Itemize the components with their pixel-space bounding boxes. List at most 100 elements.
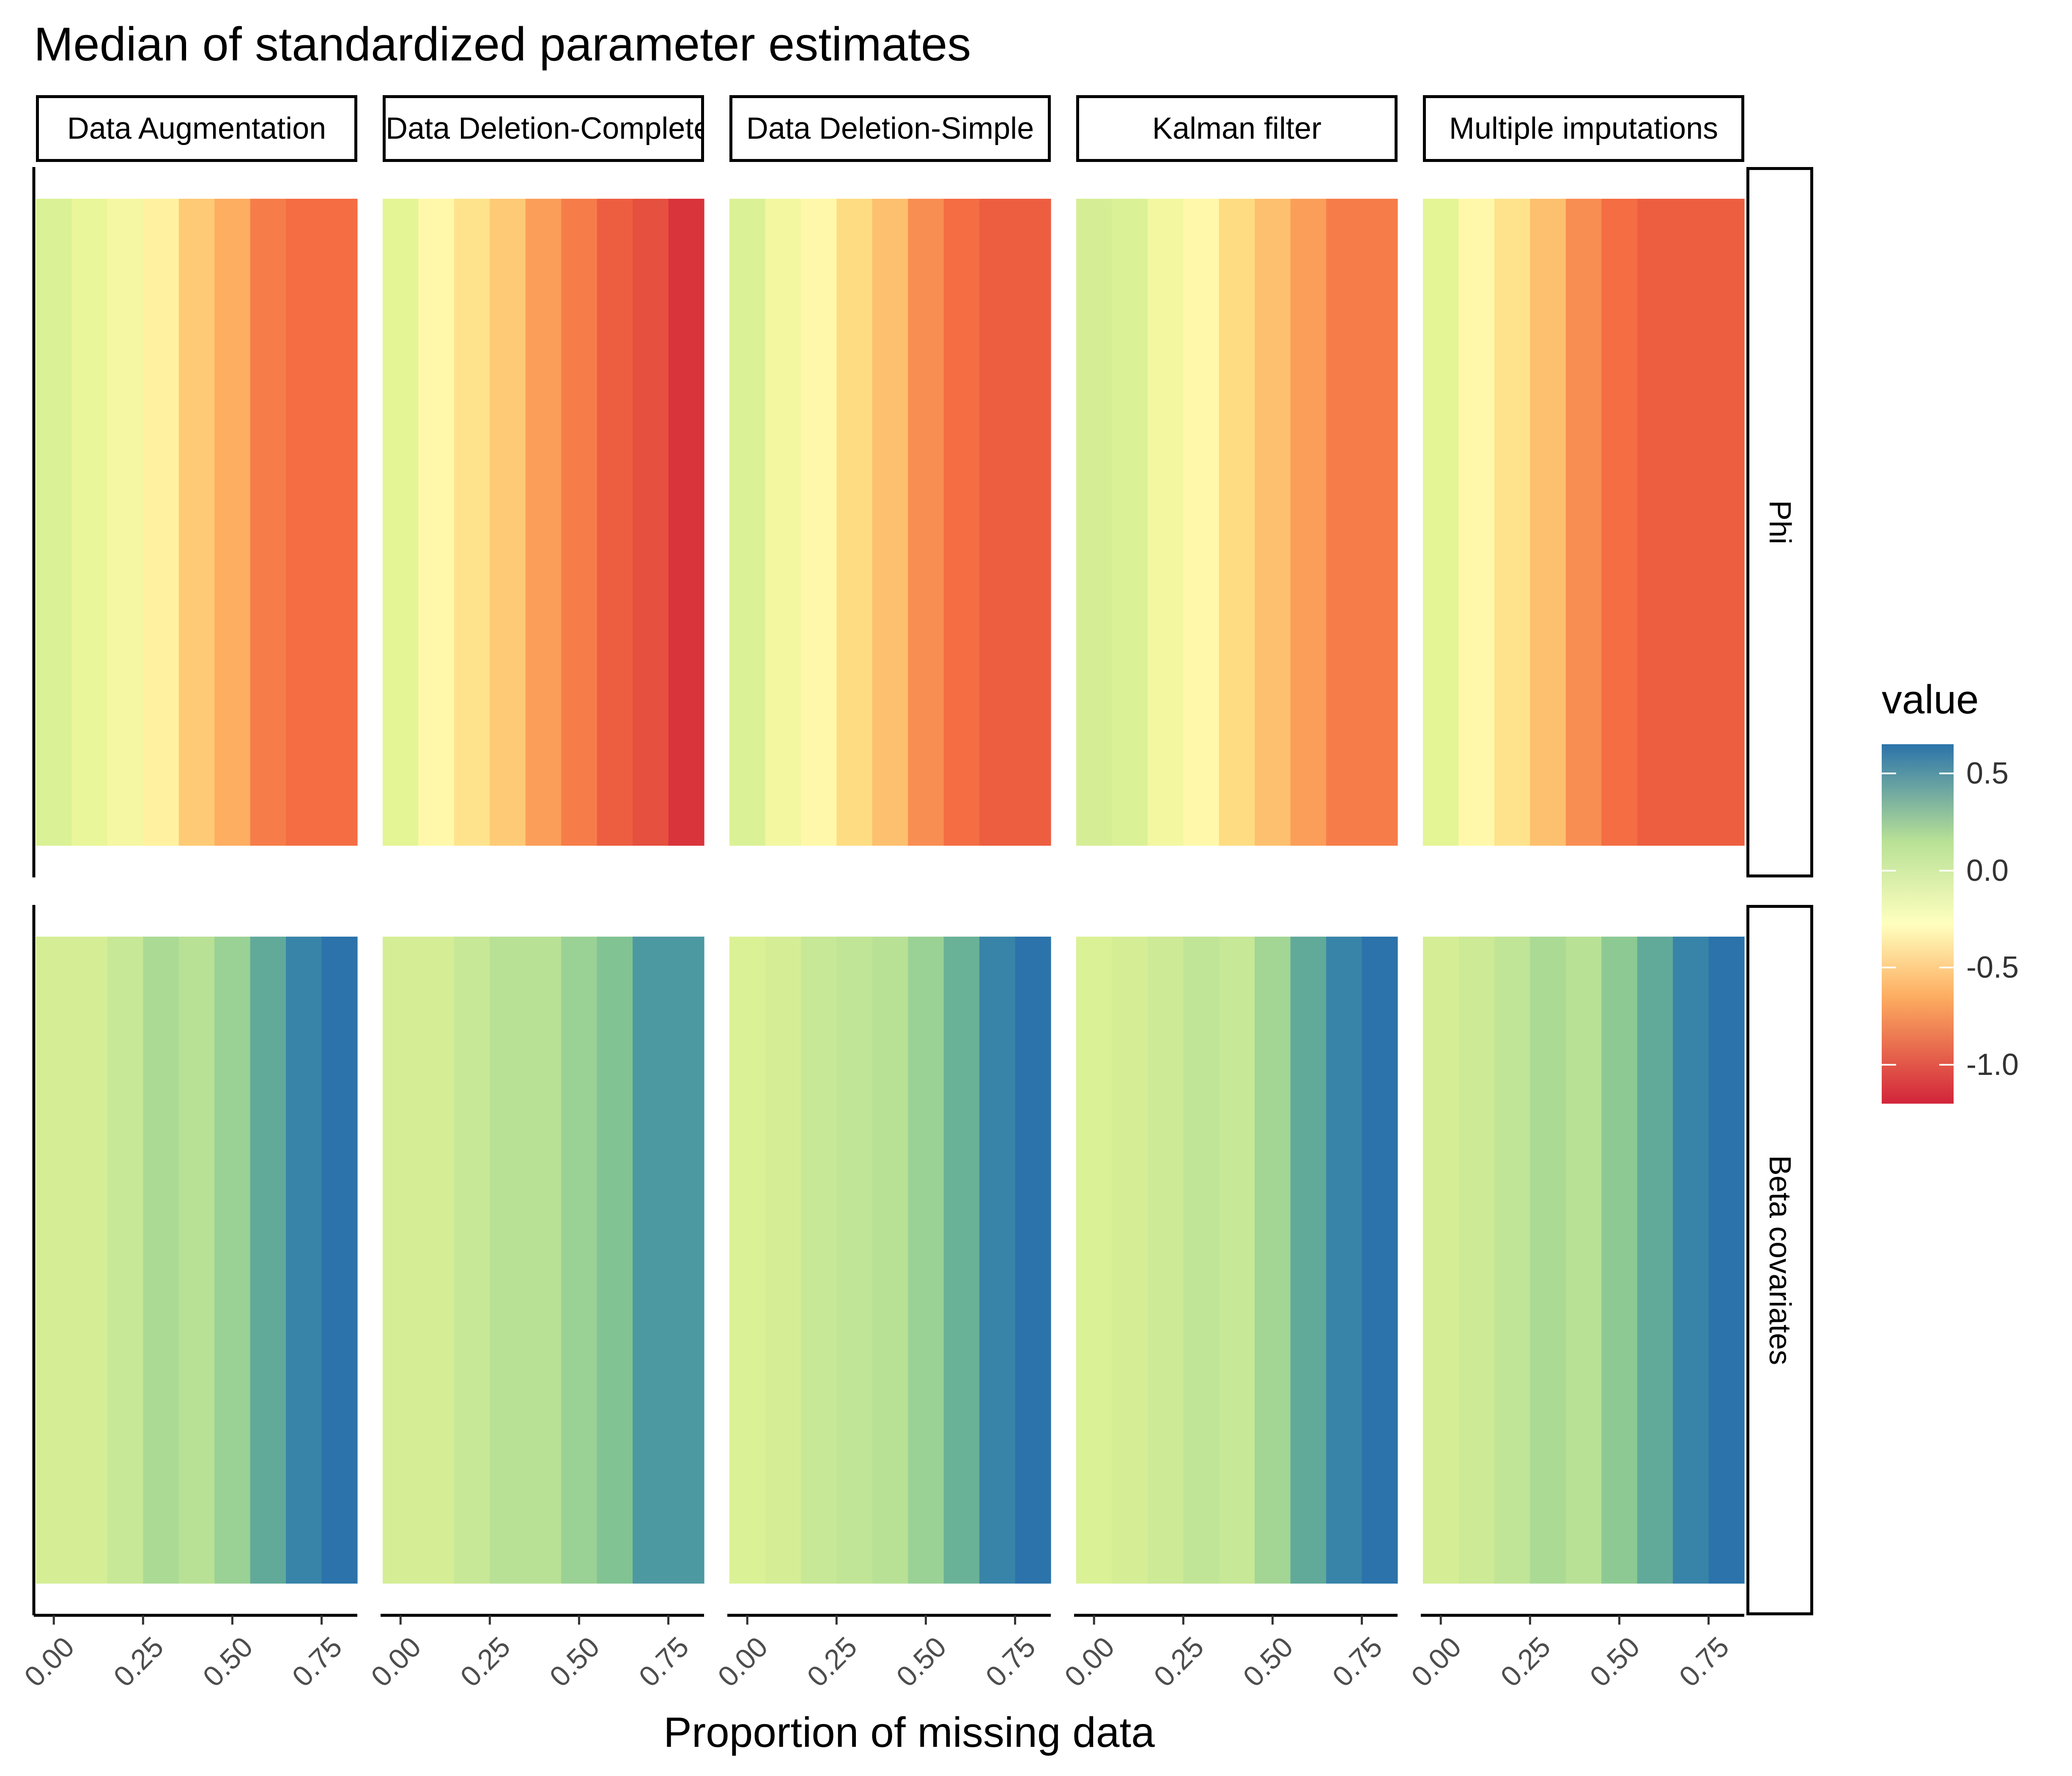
facet-strip-kalman-filter: Kalman filter [1076, 95, 1398, 162]
heatmap-tile [1458, 199, 1495, 846]
heatmap-tile [729, 937, 765, 1584]
heatmap-tile [71, 937, 108, 1584]
heatmap-tile [321, 199, 358, 846]
heatmap-tile [1015, 199, 1051, 846]
facet-label: Kalman filter [1152, 112, 1322, 145]
legend-tick-mark [1939, 772, 1954, 774]
heatmap-tile [1112, 937, 1148, 1584]
legend-tick-mark [1882, 967, 1896, 969]
heatmap-tile [943, 199, 980, 846]
heatmap-tile [1423, 199, 1459, 846]
heatmap-tile [633, 199, 669, 846]
heatmap-tile [729, 199, 765, 846]
heatmap-tile [908, 199, 944, 846]
heatmap-tile [633, 937, 669, 1584]
heatmap-tile [1673, 937, 1709, 1584]
facet-strip-multiple-imputations: Multiple imputations [1423, 95, 1744, 162]
legend-tick-mark [1939, 967, 1954, 969]
heatmap-tile [1290, 199, 1327, 846]
x-tick-label: 0.25 [107, 1631, 170, 1693]
heatmap-tile [1458, 937, 1495, 1584]
x-tick-label: 0.50 [1584, 1631, 1646, 1693]
heatmap-tile [178, 199, 215, 846]
heatmap-tile [872, 199, 908, 846]
heatmap-tile [1708, 199, 1745, 846]
heatmap-tile [668, 199, 704, 846]
heatmap-tile [107, 199, 143, 846]
heatmap-tile [36, 937, 72, 1584]
x-tick-label: 0.75 [1673, 1631, 1735, 1693]
x-tick-label: 0.75 [979, 1631, 1041, 1693]
heatmap-tile [668, 937, 704, 1584]
heatmap-tile [979, 937, 1016, 1584]
legend-tick-mark [1939, 1064, 1954, 1066]
x-tick-label: 0.75 [1326, 1631, 1388, 1693]
heatmap-tile [597, 199, 633, 846]
x-tick-label: 0.25 [454, 1631, 516, 1693]
x-tick-label: 0.25 [1148, 1631, 1210, 1693]
heatmap-tile [561, 199, 597, 846]
x-tick-label: 0.00 [1058, 1631, 1121, 1693]
heatmap-tile [1494, 199, 1530, 846]
heatmap-tile [490, 199, 526, 846]
x-tick-label: 0.75 [286, 1631, 348, 1693]
x-axis-title: Proportion of missing data [663, 1709, 1155, 1756]
heatmap-tile [765, 199, 801, 846]
heatmap-tile [1362, 937, 1398, 1584]
legend-tick-label: 0.0 [1966, 853, 2009, 888]
heatmap-tile [525, 937, 562, 1584]
heatmap-tile [1076, 199, 1112, 846]
legend-tick-mark [1882, 1064, 1896, 1066]
heatmap-tile [1255, 937, 1291, 1584]
facet-label: Multiple imputations [1449, 112, 1718, 145]
x-tick-label: 0.50 [197, 1631, 259, 1693]
x-tick-label: 0.50 [543, 1631, 606, 1693]
heatmap-tile [1219, 937, 1255, 1584]
heatmap-tile [765, 937, 801, 1584]
heatmap-tile [143, 937, 179, 1584]
heatmap-tile [214, 937, 251, 1584]
heatmap-tile [1530, 937, 1566, 1584]
heatmap-tile [1255, 199, 1291, 846]
heatmap-tile [1494, 937, 1530, 1584]
x-tick-label: 0.00 [18, 1631, 80, 1693]
heatmap-tile [418, 199, 455, 846]
heatmap-tile [561, 937, 597, 1584]
chart-title: Median of standardized parameter estimat… [34, 18, 971, 71]
legend-tick-label: 0.5 [1966, 756, 2009, 790]
heatmap-tile [1183, 199, 1220, 846]
heatmap-tile [1565, 937, 1602, 1584]
x-tick-label: 0.50 [1237, 1631, 1299, 1693]
heatmap-tile [1601, 199, 1638, 846]
heatmap-tile [107, 937, 143, 1584]
facet-label: Data Deletion-Complete [386, 112, 704, 145]
heatmap-tile [454, 937, 490, 1584]
heatmap-tile [1147, 937, 1184, 1584]
x-tick-label: 0.00 [365, 1631, 427, 1693]
facet-label: Data Augmentation [67, 112, 326, 145]
heatmap-tile [908, 937, 944, 1584]
heatmap-tile [597, 937, 633, 1584]
heatmap-tile [1326, 937, 1362, 1584]
heatmap-tile [321, 937, 358, 1584]
heatmap-tile [286, 937, 322, 1584]
heatmap-tile [1147, 199, 1184, 846]
heatmap-tile [36, 199, 72, 846]
heatmap-tile [383, 937, 419, 1584]
facet-strip-data-augmentation: Data Augmentation [36, 95, 357, 162]
heatmap-tile [71, 199, 108, 846]
x-tick-label: 0.00 [712, 1631, 774, 1693]
heatmap-tile [286, 199, 322, 846]
heatmap-tile [836, 937, 873, 1584]
heatmap-tile [1219, 199, 1255, 846]
heatmap-tile [800, 937, 837, 1584]
heatmap-tile [1673, 199, 1709, 846]
legend-tick-mark [1939, 869, 1954, 872]
heatmap-tile [1362, 199, 1398, 846]
heatmap-tile [490, 937, 526, 1584]
x-tick-label: 0.50 [890, 1631, 952, 1693]
heatmap-tile [250, 937, 286, 1584]
heatmap-tile [1015, 937, 1051, 1584]
heatmap-tile [143, 199, 179, 846]
heatmap-tile [1637, 199, 1673, 846]
